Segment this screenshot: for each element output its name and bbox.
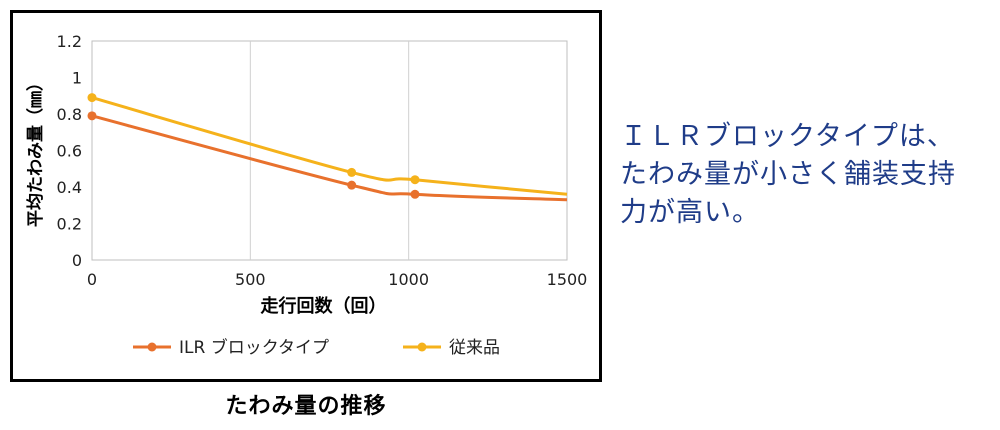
legend-marker-1 bbox=[147, 342, 157, 352]
deflection-chart: 0 500 1000 1500 0 0.2 0.4 0.6 0.8 1 1.2 走行回数（回） 平均たわ… bbox=[25, 32, 588, 358]
legend-label-2: 従来品 bbox=[449, 338, 500, 358]
description-text: ＩＬＲブロックタイプは、 たわみ量が小さく舗装支持 力が高い。 bbox=[620, 118, 995, 232]
series-1-point bbox=[347, 180, 357, 190]
x-axis-label: 走行回数（回） bbox=[261, 295, 387, 317]
y-tick-label: 0.6 bbox=[57, 142, 82, 161]
description-line-1: ＩＬＲブロックタイプは、 bbox=[620, 121, 955, 152]
series-1-point bbox=[87, 111, 97, 121]
y-tick-label: 0.4 bbox=[57, 178, 82, 197]
series-2-point bbox=[347, 167, 357, 177]
series-2-point bbox=[87, 93, 97, 103]
description-line-3: 力が高い。 bbox=[620, 197, 760, 228]
y-tick-label: 0 bbox=[72, 251, 82, 270]
x-tick-label: 1000 bbox=[388, 270, 429, 289]
series-1-point bbox=[410, 189, 420, 199]
chart-caption: たわみ量の推移 bbox=[225, 394, 387, 419]
series-line-2 bbox=[91, 96, 568, 196]
x-tick-label: 0 bbox=[87, 270, 97, 289]
y-tick-label: 0.8 bbox=[57, 105, 82, 124]
y-axis-label: 平均たわみ量（㎜） bbox=[25, 74, 46, 227]
chart-frame: 0 500 1000 1500 0 0.2 0.4 0.6 0.8 1 1.2 走行回数（回） 平均たわ… bbox=[10, 10, 602, 382]
description-line-2: たわみ量が小さく舗装支持 bbox=[620, 159, 956, 190]
y-tick-label: 1 bbox=[72, 69, 82, 88]
plot-area bbox=[91, 40, 568, 261]
series-2-point bbox=[410, 175, 420, 185]
legend-marker-2 bbox=[417, 342, 427, 352]
legend-label-1: ILR ブロックタイプ bbox=[179, 337, 329, 358]
y-tick-label: 0.2 bbox=[57, 215, 82, 234]
x-tick-label: 1500 bbox=[547, 270, 588, 289]
series-line-1 bbox=[91, 114, 568, 202]
y-tick-label: 1.2 bbox=[57, 32, 82, 51]
x-tick-label: 500 bbox=[235, 270, 266, 289]
